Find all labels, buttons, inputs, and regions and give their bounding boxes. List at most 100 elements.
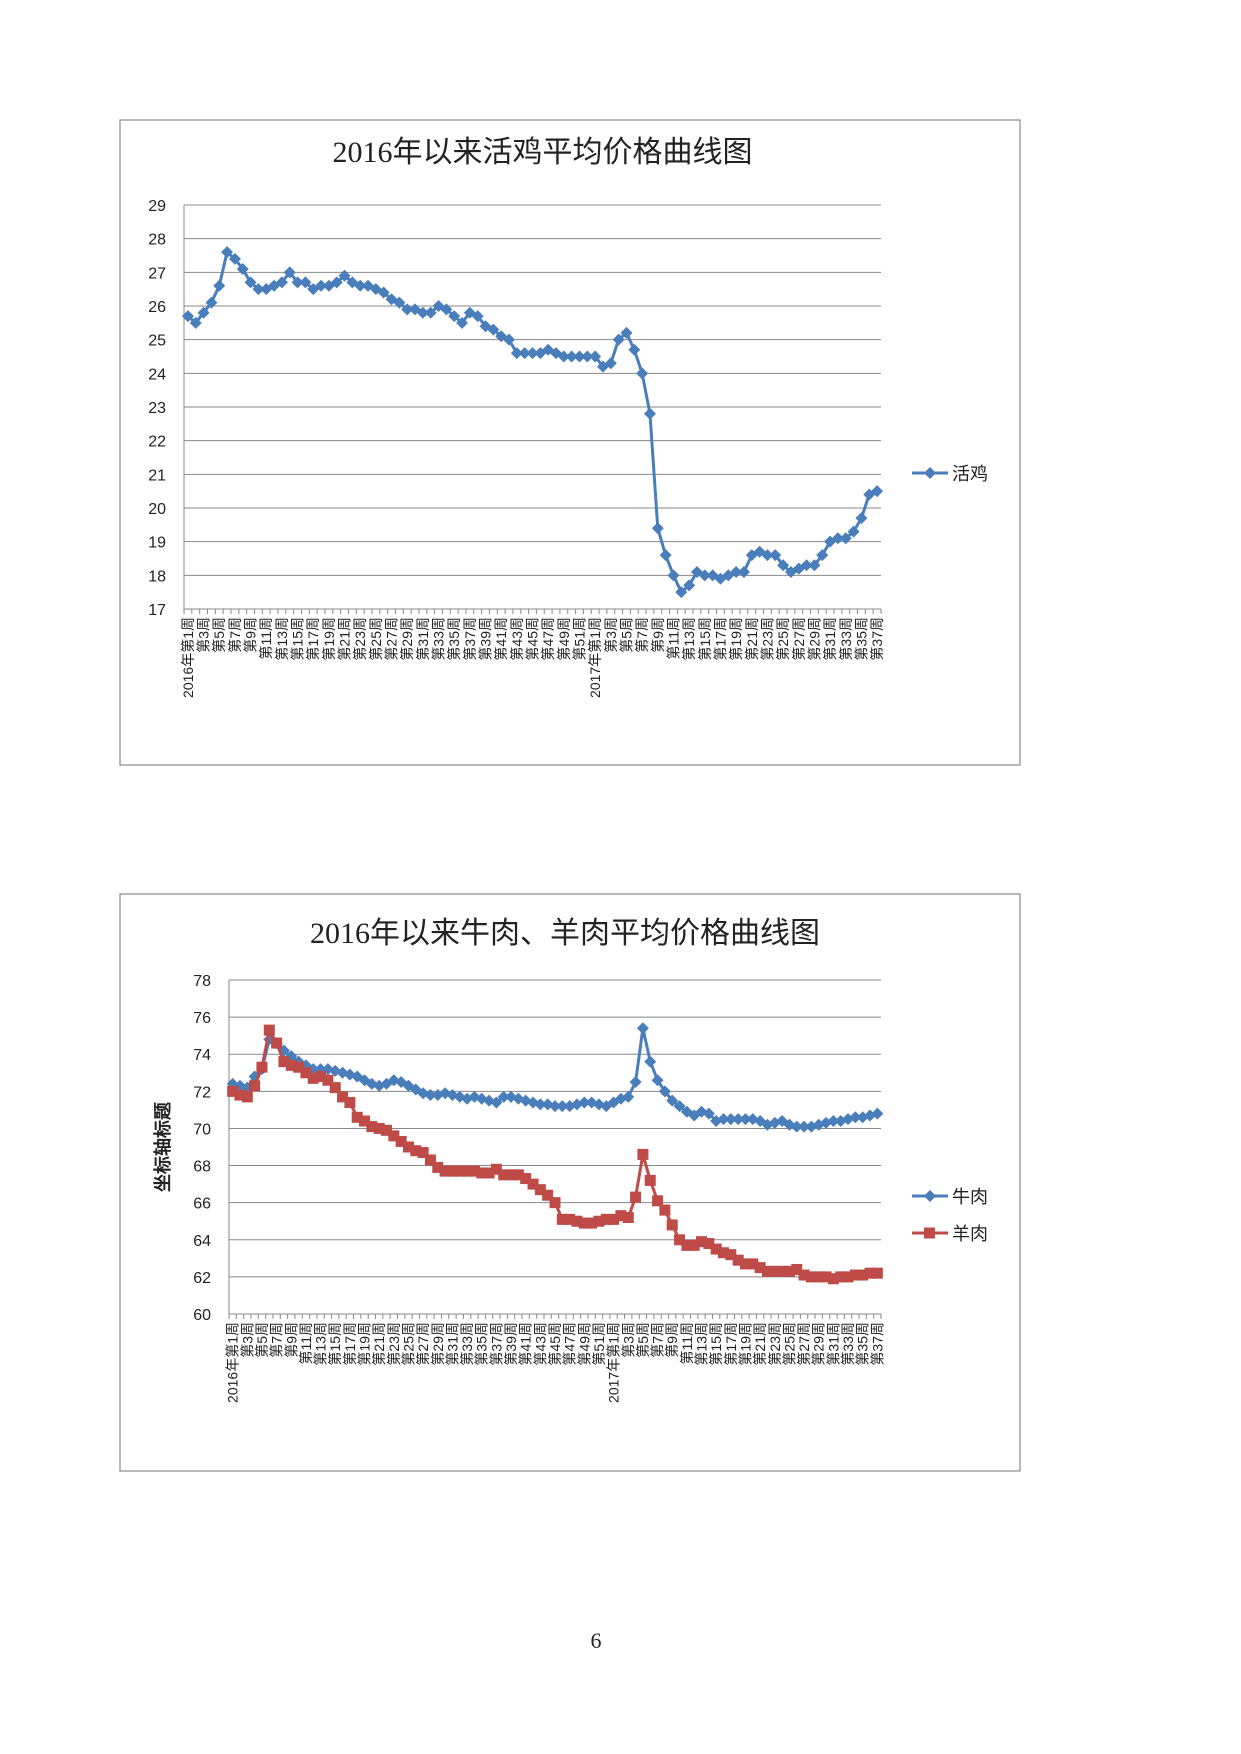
data-point — [275, 276, 288, 289]
data-point — [241, 1091, 253, 1103]
x-tick-label: 第31周 — [444, 1322, 460, 1366]
data-point — [855, 512, 868, 525]
data-point — [612, 333, 625, 346]
data-point — [769, 549, 782, 562]
data-point — [666, 1219, 678, 1231]
x-tick-label: 2016年第1周 — [180, 617, 196, 698]
x-tick-label: 第33周 — [840, 1322, 856, 1366]
data-point — [581, 350, 594, 363]
data-point — [688, 1239, 700, 1251]
data-point — [628, 343, 641, 356]
data-point — [651, 1074, 664, 1087]
data-point — [666, 1094, 679, 1107]
x-tick-label: 第7周 — [634, 617, 650, 653]
data-point — [534, 1184, 546, 1196]
data-point — [520, 1173, 532, 1185]
data-point — [315, 1070, 327, 1082]
data-point — [737, 565, 750, 578]
x-tick-label: 第13周 — [313, 1322, 329, 1366]
data-point — [675, 586, 688, 599]
x-tick-label: 第27周 — [415, 1322, 431, 1366]
y-tick-label: 19 — [148, 535, 166, 552]
x-tick-label: 第29周 — [811, 1322, 827, 1366]
data-point — [659, 549, 672, 562]
data-point — [871, 1267, 883, 1279]
data-point — [600, 1213, 612, 1225]
x-tick-label: 第3周 — [603, 617, 619, 653]
x-tick-label: 第31周 — [415, 617, 431, 661]
y-tick-label: 25 — [148, 333, 166, 350]
data-point — [468, 1165, 480, 1177]
data-point — [730, 565, 743, 578]
data-point — [827, 1273, 839, 1285]
x-tick-label: 第11周 — [679, 1322, 695, 1365]
data-point — [197, 306, 210, 319]
chart-title: 2016年以来活鸡平均价格曲线图 — [333, 136, 753, 169]
data-point — [454, 1165, 466, 1177]
data-point — [673, 1100, 686, 1113]
data-point — [373, 1122, 385, 1134]
y-tick-label: 70 — [193, 1121, 211, 1138]
x-tick-label: 第47周 — [540, 617, 556, 661]
data-point — [683, 579, 696, 592]
page-number: 6 — [591, 1628, 602, 1653]
x-tick-label: 2016年第1周 — [225, 1322, 241, 1403]
data-point — [620, 326, 633, 339]
y-tick-label: 76 — [193, 1010, 211, 1027]
data-point — [644, 1055, 657, 1068]
data-point — [674, 1234, 686, 1246]
data-point — [337, 1091, 349, 1103]
y-tick-label: 78 — [193, 973, 211, 990]
x-tick-label: 第39周 — [478, 617, 494, 661]
x-tick-label: 第37周 — [488, 1322, 504, 1366]
data-point — [527, 1178, 539, 1190]
x-tick-label: 第27周 — [791, 617, 807, 661]
data-point — [234, 1089, 246, 1101]
data-point — [644, 1174, 656, 1186]
data-point — [813, 1271, 825, 1283]
data-point — [236, 262, 249, 275]
data-point — [565, 350, 578, 363]
data-point — [402, 1141, 414, 1153]
data-point — [658, 1085, 671, 1098]
data-point — [754, 1262, 766, 1274]
data-point — [461, 1165, 473, 1177]
data-point — [702, 1107, 715, 1120]
data-point — [401, 303, 414, 316]
y-tick-label: 29 — [148, 198, 166, 215]
data-point — [747, 1258, 759, 1270]
data-point — [593, 1215, 605, 1227]
data-point — [549, 1197, 561, 1209]
data-point — [636, 367, 649, 380]
data-point — [847, 525, 860, 538]
x-tick-label: 第15周 — [290, 617, 306, 661]
y-tick-label: 66 — [193, 1196, 211, 1213]
x-tick-label: 第33周 — [838, 617, 854, 661]
data-point — [322, 1074, 334, 1086]
data-point — [366, 1121, 378, 1133]
data-point — [732, 1254, 744, 1266]
data-point — [630, 1191, 642, 1203]
data-point — [703, 1237, 715, 1249]
data-point — [831, 532, 844, 545]
data-point — [487, 323, 500, 336]
x-tick-label: 第41周 — [493, 617, 509, 661]
data-point — [227, 1085, 239, 1097]
data-point — [659, 1204, 671, 1216]
x-tick-label: 第21周 — [752, 1322, 768, 1366]
data-point — [652, 1195, 664, 1207]
x-tick-label: 第17周 — [305, 617, 321, 661]
data-point — [798, 1269, 810, 1281]
x-tick-label: 第37周 — [462, 617, 478, 661]
data-point — [842, 1271, 854, 1283]
data-point — [299, 276, 312, 289]
data-point — [864, 1267, 876, 1279]
data-point — [769, 1265, 781, 1277]
x-tick-label: 第5周 — [211, 617, 227, 653]
x-tick-label: 第9周 — [650, 617, 666, 653]
data-point — [629, 1076, 642, 1089]
x-tick-label: 第15周 — [327, 1322, 343, 1366]
x-tick-label: 第3周 — [620, 1322, 636, 1358]
data-point — [424, 1154, 436, 1166]
chart-title: 2016年以来牛肉、羊肉平均价格曲线图 — [310, 917, 820, 950]
